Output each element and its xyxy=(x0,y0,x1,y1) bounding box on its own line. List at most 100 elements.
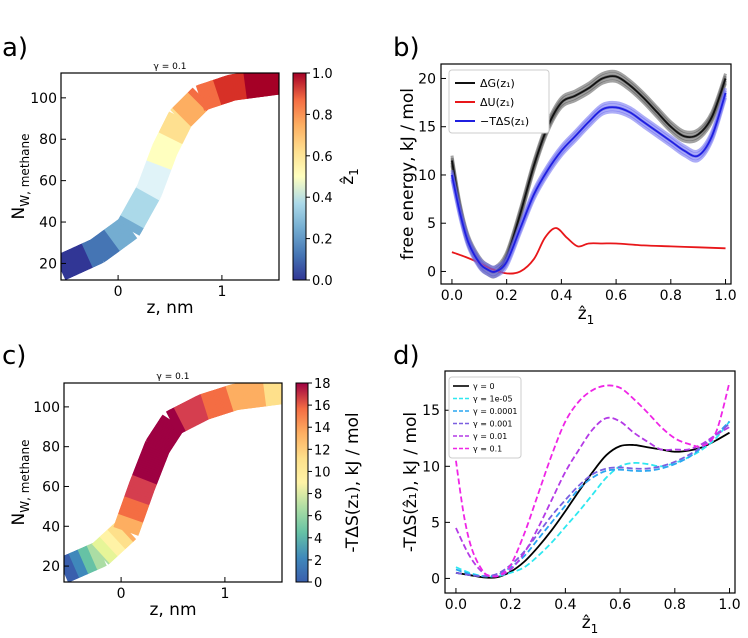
series-line-3 xyxy=(455,423,731,578)
series-band xyxy=(450,97,727,279)
y-tick-label: 60 xyxy=(39,174,57,190)
y-tick-label: 5 xyxy=(431,515,440,531)
y-tick-label: 10 xyxy=(422,459,440,475)
y-axis-label-b: free energy, kJ / mol xyxy=(398,88,418,260)
colorbar-tick-label: 8 xyxy=(314,488,322,503)
legend-entry: ΔG(z₁) xyxy=(480,77,515,90)
colorbar-tick-label: 0.2 xyxy=(312,233,333,248)
y-tick-label: 10 xyxy=(418,168,436,184)
colorbar-tick-label: 0.8 xyxy=(312,108,333,123)
colorbar-tick-label: 6 xyxy=(314,510,322,525)
panel-label-d: d) xyxy=(393,341,420,371)
x-tick-label: 0 xyxy=(114,284,123,300)
x-tick-label: 1 xyxy=(220,586,229,602)
axes-frame-a xyxy=(60,72,280,281)
y-tick-label: 80 xyxy=(39,132,57,148)
x-tick-label: 0.2 xyxy=(496,288,518,304)
y-tick-label: 80 xyxy=(42,440,60,456)
colorbar-tick-label: 0.4 xyxy=(312,191,333,206)
y-axis-label-a: NW, methane xyxy=(9,134,32,220)
colorbar-tick-label: 0 xyxy=(314,576,322,591)
y-tick-label: 15 xyxy=(422,403,440,419)
legend-entry: γ = 0 xyxy=(473,382,495,391)
series-band xyxy=(450,94,727,276)
axes-frame-d xyxy=(444,370,736,594)
plot-area-b xyxy=(450,69,727,279)
x-tick-label: 0.4 xyxy=(554,597,576,613)
legend-b: ΔG(z₁) ΔU(z₁) −TΔS(z₁) xyxy=(448,69,550,134)
y-tick-label: 40 xyxy=(39,215,57,231)
series-line-2 xyxy=(451,92,727,273)
legend-entry: γ = 0.01 xyxy=(473,432,507,441)
y-tick-label: 0 xyxy=(431,571,440,587)
series-band xyxy=(450,87,727,269)
x-axis-label-c: z, nm xyxy=(149,600,196,620)
x-tick-label: 0.6 xyxy=(609,597,631,613)
y-tick-label: 20 xyxy=(39,256,57,272)
legend-entry: γ = 0.001 xyxy=(473,420,512,429)
legend-entry: γ = 0.0001 xyxy=(473,407,518,416)
legend-entry: ΔU(z₁) xyxy=(480,96,514,109)
x-tick-label: 0.8 xyxy=(664,597,686,613)
x-axis-label-d: ẑ1 xyxy=(582,613,599,634)
x-tick-label: 0.0 xyxy=(445,597,467,613)
colorbar-tick-label: 12 xyxy=(314,443,331,458)
colorbar-tick-label: 0.6 xyxy=(312,150,333,165)
legend-frame xyxy=(448,376,522,459)
colorbar-tick-label: 4 xyxy=(314,532,322,547)
y-tick-label: 0 xyxy=(427,264,436,280)
plot-area-d xyxy=(455,381,731,579)
y-tick-label: 20 xyxy=(42,559,60,575)
series-band xyxy=(450,90,727,271)
y-axis-label-c: NW, methane xyxy=(9,440,32,526)
legend-entry: γ = 1e-05 xyxy=(473,395,513,404)
x-tick-label: 0.8 xyxy=(660,288,682,304)
plot-area-a xyxy=(61,73,279,280)
legend-entry: γ = 0.1 xyxy=(473,445,502,454)
legend-frame xyxy=(448,69,550,134)
x-axis-label-a: z, nm xyxy=(146,298,193,318)
colorbar-a xyxy=(292,72,307,281)
colorbar-tick-label: 16 xyxy=(314,399,331,414)
scatter-cell xyxy=(277,383,282,405)
x-tick-label: 0.6 xyxy=(605,288,627,304)
series-line-5 xyxy=(455,381,731,578)
colorbar-tick-label: 18 xyxy=(314,377,331,392)
x-tick-label: 0.4 xyxy=(550,288,572,304)
legend-d: γ = 0 γ = 1e-05 γ = 0.0001 γ = 0.001 γ = 0.0… xyxy=(448,376,522,459)
panel-label-c: c) xyxy=(2,341,26,371)
colorbar-label-c: -TΔS(z₁), kJ / mol xyxy=(343,412,363,552)
axes-frame-c xyxy=(63,382,283,583)
y-tick-label: 15 xyxy=(418,120,436,136)
x-tick-label: 1.0 xyxy=(718,597,740,613)
y-tick-label: 20 xyxy=(418,71,436,87)
x-axis-label-b: ẑ1 xyxy=(578,304,595,327)
y-axis-label-d: -TΔS(ẑ₁), kJ / mol xyxy=(401,412,421,552)
y-tick-label: 100 xyxy=(30,91,57,107)
y-tick-label: 40 xyxy=(42,519,60,535)
panel-label-b: b) xyxy=(393,33,420,63)
x-tick-label: 1.0 xyxy=(714,288,736,304)
x-tick-label: 0.2 xyxy=(500,597,522,613)
colorbar-c xyxy=(295,382,309,583)
x-tick-label: 1 xyxy=(217,284,226,300)
colorbar-tick-label: 14 xyxy=(314,421,331,436)
plot-title-a: γ = 0.1 xyxy=(154,62,187,72)
colorbar-label-a: ẑ1 xyxy=(338,168,361,185)
series-line-1 xyxy=(455,420,731,578)
legend-entry: −TΔS(z₁) xyxy=(480,115,529,128)
colorbar-tick-label: 0.0 xyxy=(312,274,333,289)
plot-title-c: γ = 0.1 xyxy=(157,372,190,382)
series-line-4 xyxy=(455,416,730,578)
colorbar-tick-label: 10 xyxy=(314,465,331,480)
scatter-cell xyxy=(274,73,279,95)
axes-frame-b xyxy=(440,63,732,285)
colorbar-tick-label: 2 xyxy=(314,554,322,569)
panel-label-a: a) xyxy=(2,33,28,63)
x-tick-label: 0 xyxy=(117,586,126,602)
y-tick-label: 100 xyxy=(33,400,60,416)
plot-area-c xyxy=(64,383,282,582)
y-tick-label: 5 xyxy=(427,216,436,232)
x-tick-label: 0.0 xyxy=(441,288,463,304)
